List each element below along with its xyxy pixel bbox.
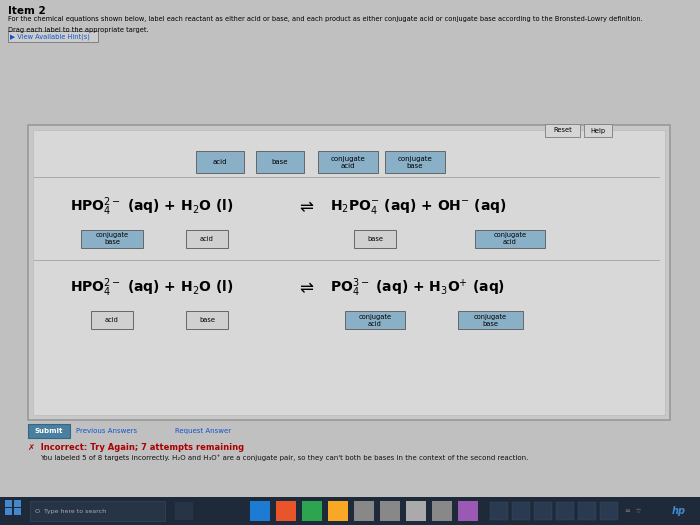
Text: Help: Help	[590, 128, 606, 133]
Bar	[512, 502, 530, 520]
Text: conjugate
acid: conjugate acid	[358, 313, 391, 327]
Text: conjugate
acid: conjugate acid	[494, 233, 526, 246]
Text: acid: acid	[200, 236, 214, 242]
Bar	[5, 500, 12, 507]
Text: Reset: Reset	[553, 128, 572, 133]
Bar	[186, 311, 228, 329]
Bar	[406, 501, 426, 521]
Text: For the chemical equations shown below, label each reactant as either acid or ba: For the chemical equations shown below, …	[8, 16, 643, 22]
Text: acid: acid	[213, 159, 228, 165]
Text: conjugate
base: conjugate base	[473, 313, 507, 327]
Text: ▶ View Available Hint(s): ▶ View Available Hint(s)	[10, 33, 90, 40]
Bar	[432, 501, 452, 521]
Bar	[5, 508, 12, 515]
Text: Request Answer: Request Answer	[175, 428, 231, 434]
Text: HPO$_4^{2-}$ (aq) + H$_2$O (l): HPO$_4^{2-}$ (aq) + H$_2$O (l)	[70, 196, 234, 218]
Bar	[578, 502, 596, 520]
Bar	[354, 230, 396, 248]
Text: Submit: Submit	[35, 428, 63, 434]
Text: conjugate
base: conjugate base	[95, 233, 129, 246]
Bar	[545, 124, 580, 137]
Text: base: base	[367, 236, 383, 242]
Bar	[458, 501, 478, 521]
Bar	[302, 501, 322, 521]
Text: $\rightleftharpoons$: $\rightleftharpoons$	[296, 198, 314, 216]
Text: HPO$_4^{2-}$ (aq) + H$_2$O (l): HPO$_4^{2-}$ (aq) + H$_2$O (l)	[70, 277, 234, 299]
Bar	[534, 502, 552, 520]
Text: conjugate
base: conjugate base	[398, 155, 433, 169]
Text: PO$_4^{3-}$ (aq) + H$_3$O$^{+}$ (aq): PO$_4^{3-}$ (aq) + H$_3$O$^{+}$ (aq)	[330, 277, 505, 299]
Bar	[380, 501, 400, 521]
Bar	[28, 424, 70, 438]
Bar	[556, 502, 574, 520]
Bar	[328, 501, 348, 521]
Bar	[665, 501, 693, 521]
Bar	[175, 502, 193, 520]
Bar	[250, 501, 270, 521]
Text: Item 2: Item 2	[8, 6, 46, 16]
Bar	[475, 230, 545, 248]
Bar	[14, 508, 21, 515]
Text: ∞  ☆: ∞ ☆	[625, 508, 642, 514]
Bar	[186, 230, 228, 248]
Text: H$_2$PO$_4^{-}$ (aq) + OH$^{-}$ (aq): H$_2$PO$_4^{-}$ (aq) + OH$^{-}$ (aq)	[330, 197, 507, 216]
Bar	[33, 130, 665, 415]
Bar	[91, 311, 133, 329]
Bar	[0, 497, 28, 525]
Text: You labeled 5 of 8 targets incorrectly. H₂O and H₃O⁺ are a conjugate pair, so th: You labeled 5 of 8 targets incorrectly. …	[40, 455, 528, 461]
Bar	[8, 31, 98, 42]
Bar	[584, 124, 612, 137]
Text: hp: hp	[672, 506, 686, 516]
Bar	[600, 502, 618, 520]
Bar	[81, 230, 143, 248]
Bar	[28, 125, 670, 420]
Text: O  Type here to search: O Type here to search	[35, 509, 106, 513]
Bar	[276, 501, 296, 521]
Text: Previous Answers: Previous Answers	[76, 428, 137, 434]
Text: acid: acid	[105, 317, 119, 323]
Bar	[14, 500, 21, 507]
Bar	[196, 151, 244, 173]
Bar	[490, 502, 508, 520]
Text: Drag each label to the appropriate target.: Drag each label to the appropriate targe…	[8, 27, 148, 33]
Bar	[256, 151, 304, 173]
Text: base: base	[272, 159, 288, 165]
Bar	[318, 151, 378, 173]
Text: conjugate
acid: conjugate acid	[330, 155, 365, 169]
Bar	[458, 311, 522, 329]
Bar	[385, 151, 445, 173]
Text: base: base	[199, 317, 215, 323]
Text: $\rightleftharpoons$: $\rightleftharpoons$	[296, 279, 314, 297]
Bar	[30, 501, 165, 521]
Bar	[354, 501, 374, 521]
Bar	[345, 311, 405, 329]
Text: ✗  Incorrect: Try Again; 7 attempts remaining: ✗ Incorrect: Try Again; 7 attempts remai…	[28, 443, 244, 452]
Bar	[0, 497, 700, 525]
